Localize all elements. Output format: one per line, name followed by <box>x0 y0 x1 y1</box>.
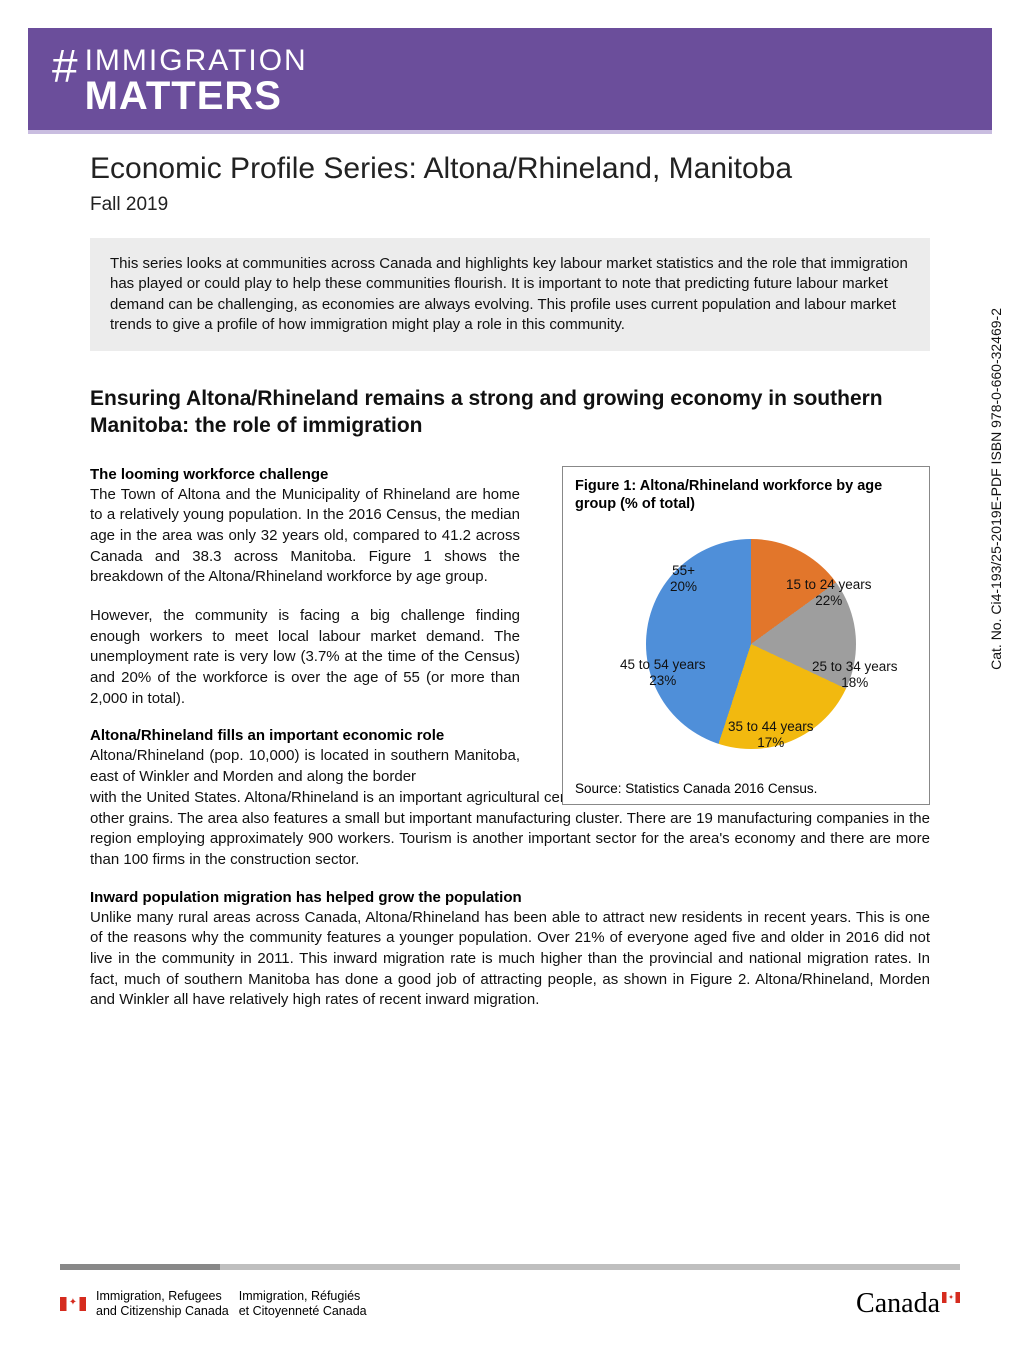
wordmark-text: Canada <box>856 1288 940 1320</box>
p2-text: However, the community is facing a big c… <box>90 606 520 709</box>
page-title: Economic Profile Series: Altona/Rhinelan… <box>90 152 930 186</box>
page-footer: Immigration, Refugees and Citizenship Ca… <box>0 1264 1020 1348</box>
p1-heading: The looming workforce challenge <box>90 466 520 483</box>
dept-en-line1: Immigration, Refugees <box>96 1289 229 1305</box>
brand-line-2: MATTERS <box>85 76 308 116</box>
p4-heading: Inward population migration has helped g… <box>90 889 930 906</box>
p4-text: Unlike many rural areas across Canada, A… <box>90 908 930 1011</box>
p1-text: The Town of Altona and the Municipality … <box>90 485 520 588</box>
figure-1-title: Figure 1: Altona/Rhineland workforce by … <box>575 477 917 513</box>
department-signature: Immigration, Refugees and Citizenship Ca… <box>60 1289 367 1320</box>
intro-box: This series looks at communities across … <box>90 238 930 351</box>
pie-slice-label: 45 to 54 years23% <box>620 657 706 689</box>
figure-1-source: Source: Statistics Canada 2016 Census. <box>575 781 917 796</box>
page-subtitle: Fall 2019 <box>90 194 930 216</box>
p3-heading: Altona/Rhineland fills an important econ… <box>90 727 520 744</box>
section-heading: Ensuring Altona/Rhineland remains a stro… <box>90 385 930 440</box>
brand-banner: # IMMIGRATION MATTERS <box>28 28 992 134</box>
hash-icon: # <box>52 46 79 87</box>
brand-lockup: # IMMIGRATION MATTERS <box>52 46 968 116</box>
page-content: Economic Profile Series: Altona/Rhinelan… <box>0 134 1020 1011</box>
p3-text-narrow: Altona/Rhineland (pop. 10,000) is locate… <box>90 746 520 787</box>
figure-1-pie: 15 to 24 years22% 25 to 34 years18% 35 to … <box>576 519 916 779</box>
footer-rule <box>60 1264 960 1270</box>
dept-fr-line2: et Citoyenneté Canada <box>239 1304 367 1320</box>
canada-flag-icon <box>942 1292 960 1303</box>
pie-slice-label: 35 to 44 years17% <box>728 719 814 751</box>
dept-fr-line1: Immigration, Réfugiés <box>239 1289 367 1305</box>
pie-slice-label: 15 to 24 years22% <box>786 577 872 609</box>
pie-slice-label: 25 to 34 years18% <box>812 659 898 691</box>
canada-wordmark: Canada <box>856 1288 960 1320</box>
catalogue-isbn-note: Cat. No. Ci4-193/25-2019E-PDF ISBN 978-0… <box>988 308 1004 670</box>
canada-flag-icon <box>60 1297 86 1311</box>
pie-slice-label: 55+20% <box>670 563 697 595</box>
dept-en-line2: and Citizenship Canada <box>96 1304 229 1320</box>
figure-1-container: Figure 1: Altona/Rhineland workforce by … <box>562 466 930 805</box>
brand-line-1: IMMIGRATION <box>85 46 308 76</box>
